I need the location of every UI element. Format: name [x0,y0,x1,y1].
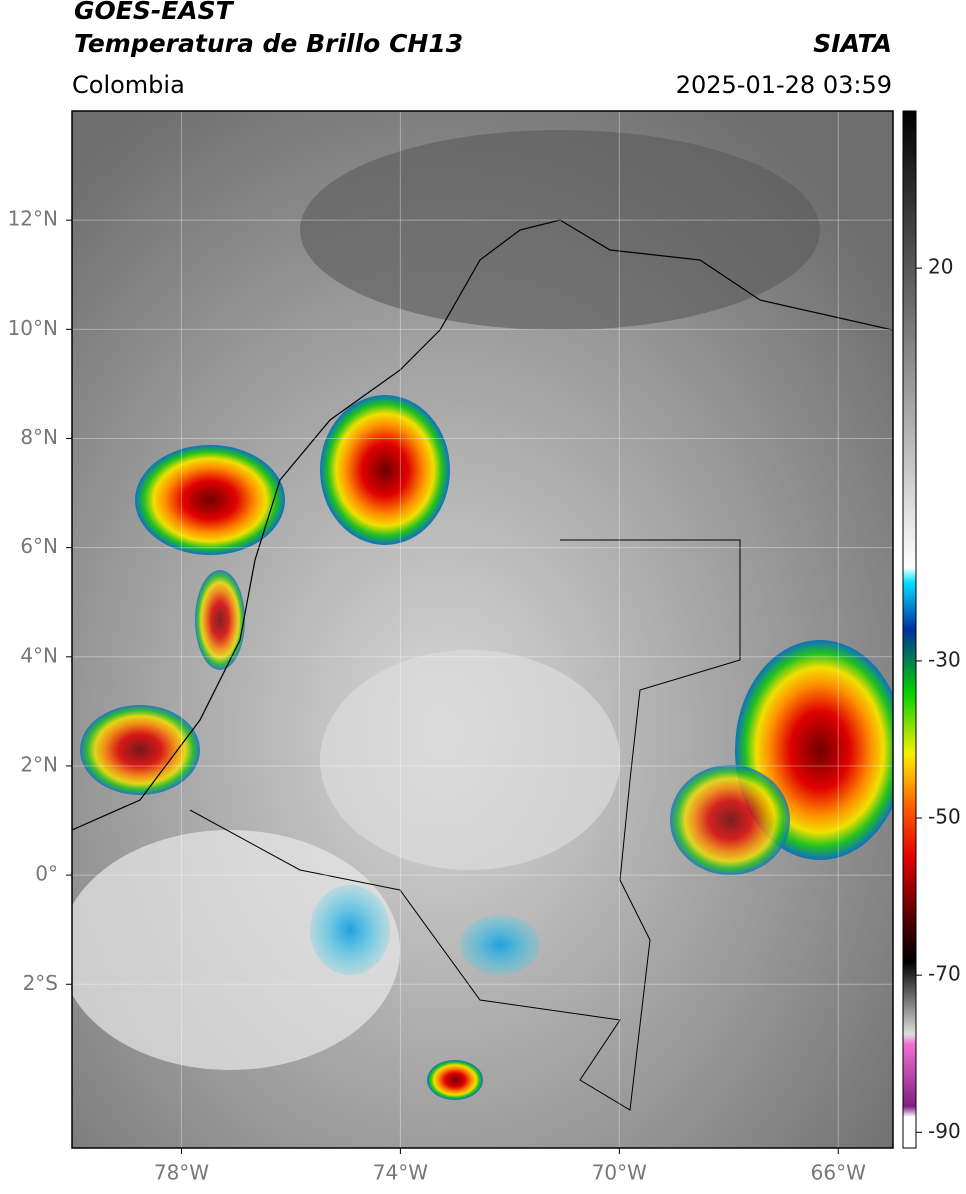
x-tick-label: 66°W [811,1161,866,1185]
colorbar-tick-label: -50 [928,805,961,829]
y-tick-label: 0° [35,862,58,886]
colorbar-tick-label: -30 [928,647,961,671]
storm [195,570,245,670]
timestamp: 2025-01-28 03:59 [676,71,892,99]
y-tick-label: 6°N [20,534,58,558]
org: SIATA [813,29,892,58]
colorbar [902,110,917,1149]
coastline [72,219,893,831]
storm [80,705,200,795]
colorbar-tick-label: 20 [928,255,953,279]
y-tick-label: 8°N [20,425,58,449]
cloud [72,830,400,1070]
map-image [72,111,893,1148]
colorbar-tick-label: -90 [928,1119,961,1143]
x-tick-label: 78°W [154,1161,209,1185]
storm [320,395,450,545]
x-tick-label: 74°W [373,1161,428,1185]
cloud-free [300,130,820,330]
y-tick-label: 2°S [23,971,58,995]
region: Colombia [72,71,185,99]
cold-cloud [310,885,390,975]
y-tick-label: 10°N [8,316,58,340]
storm [135,445,285,555]
y-tick-label: 2°N [20,752,58,776]
grid [72,111,893,1148]
source: GOES-EAST [74,0,235,25]
storm [427,1060,483,1100]
y-tick-label: 4°N [20,643,58,667]
colorbar-tick-label: -70 [928,962,961,986]
cold-cloud [460,915,540,975]
map-frame [71,110,894,1149]
title: Temperatura de Brillo CH13 [74,29,463,58]
cloud [320,650,620,870]
x-tick-label: 70°W [592,1161,647,1185]
storm [670,765,790,875]
border [189,539,741,1111]
y-tick-label: 12°N [8,207,58,231]
